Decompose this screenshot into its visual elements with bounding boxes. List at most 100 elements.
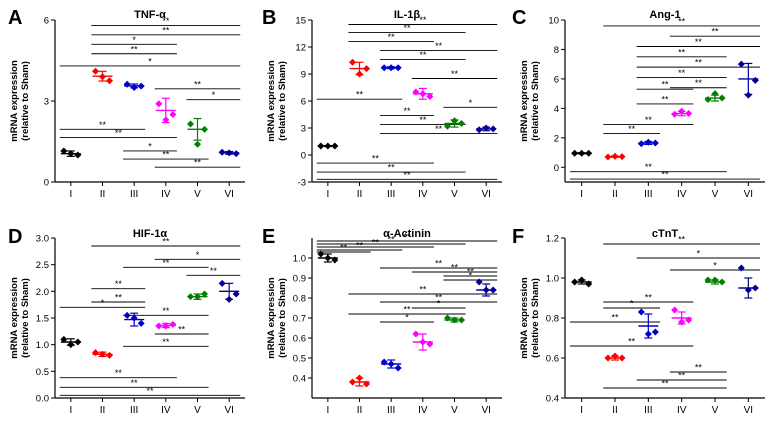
data-point: [585, 149, 593, 157]
significance-label: **: [645, 115, 653, 125]
y-tick-label: 2: [554, 133, 559, 144]
data-point: [137, 319, 145, 327]
significance-label: **: [162, 150, 170, 160]
x-tick-label: II: [357, 189, 363, 200]
x-tick-label: V: [712, 189, 719, 200]
data-point: [412, 88, 420, 96]
x-tick-label: I: [326, 405, 329, 416]
data-group: [123, 80, 145, 91]
data-point: [169, 111, 177, 118]
data-point: [187, 120, 194, 128]
significance-label: **: [611, 313, 619, 323]
significance-label: **: [695, 58, 703, 68]
data-group: [187, 290, 208, 301]
data-group: [737, 60, 759, 99]
x-tick-label: II: [357, 405, 363, 416]
significance-label: **: [162, 16, 170, 26]
data-point: [99, 73, 106, 81]
x-tick-label: VI: [744, 405, 753, 416]
significance-label: **: [340, 243, 348, 253]
data-point: [331, 256, 339, 264]
x-tick-label: III: [644, 189, 652, 200]
panel-letter: B: [262, 7, 276, 29]
y-axis-label: (relative to Sham): [530, 278, 541, 358]
data-point: [704, 96, 712, 104]
significance-label: **: [210, 266, 218, 276]
x-tick-label: V: [451, 189, 458, 200]
x-tick-label: VI: [224, 189, 233, 200]
data-point: [651, 328, 659, 336]
significance-label: *: [469, 271, 473, 281]
data-point: [751, 76, 759, 84]
data-group: [155, 320, 177, 330]
data-point: [611, 152, 619, 160]
x-tick-label: I: [326, 189, 329, 200]
x-tick-label: VI: [744, 189, 753, 200]
data-group: [380, 358, 402, 372]
y-tick-label: 1.0: [546, 274, 559, 285]
data-group: [444, 117, 465, 130]
significance-label: **: [451, 263, 459, 273]
significance-label: **: [115, 128, 123, 138]
data-point: [74, 151, 82, 159]
data-point: [671, 306, 679, 314]
y-tick-label: 6: [44, 16, 49, 27]
significance-label: *: [212, 90, 216, 100]
x-tick-label: II: [100, 189, 106, 200]
data-point: [618, 153, 626, 161]
panel-b: B IL-1β mRNA expression (relative to Sham) -…: [262, 7, 502, 200]
data-point: [194, 293, 201, 301]
data-group: [475, 278, 497, 297]
data-group: [349, 374, 370, 388]
data-point: [578, 276, 586, 284]
data-point: [106, 77, 113, 85]
y-tick-label: 6: [554, 74, 559, 85]
y-tick-label: 0.9: [293, 274, 306, 285]
significance-label: *: [405, 313, 409, 323]
data-point: [225, 149, 233, 157]
data-point: [637, 308, 645, 316]
significance-label: **: [695, 363, 703, 373]
significance-label: **: [356, 90, 364, 100]
significance-label: **: [162, 258, 170, 268]
data-point: [475, 126, 483, 134]
data-point: [60, 147, 68, 155]
significance-label: **: [115, 368, 123, 378]
x-tick-label: III: [644, 405, 652, 416]
data-group: [317, 250, 339, 264]
data-point: [225, 295, 233, 303]
significance-label: *: [437, 299, 441, 309]
y-tick-label: 15: [295, 16, 306, 27]
y-tick-label: 0.6: [546, 354, 559, 365]
significance-label: **: [661, 379, 669, 389]
data-point: [394, 64, 402, 72]
significance-label: **: [131, 44, 139, 54]
x-tick-label: III: [387, 405, 395, 416]
panel-letter: C: [512, 7, 526, 29]
x-tick-label: VI: [224, 405, 233, 416]
significance-label: *: [101, 298, 105, 308]
y-tick-label: 0: [554, 163, 559, 174]
data-point: [387, 64, 395, 72]
x-tick-label: IV: [418, 189, 428, 200]
significance-label: **: [628, 124, 636, 134]
y-tick-label: 0.8: [546, 314, 559, 325]
x-tick-label: IV: [161, 189, 171, 200]
significance-label: **: [372, 238, 380, 248]
data-point: [458, 120, 465, 127]
significance-label: **: [628, 337, 636, 347]
data-group: [349, 58, 370, 78]
y-tick-label: 1.5: [36, 314, 49, 325]
data-point: [67, 341, 75, 349]
data-point: [489, 125, 497, 133]
y-tick-label: 4: [554, 104, 559, 115]
x-tick-label: IV: [677, 189, 687, 200]
data-group: [412, 87, 434, 100]
y-tick-label: 8: [554, 45, 559, 56]
data-point: [137, 82, 145, 90]
x-tick-label: I: [69, 189, 72, 200]
data-group: [637, 308, 659, 339]
y-tick-label: 12: [295, 43, 306, 54]
data-point: [92, 349, 99, 357]
